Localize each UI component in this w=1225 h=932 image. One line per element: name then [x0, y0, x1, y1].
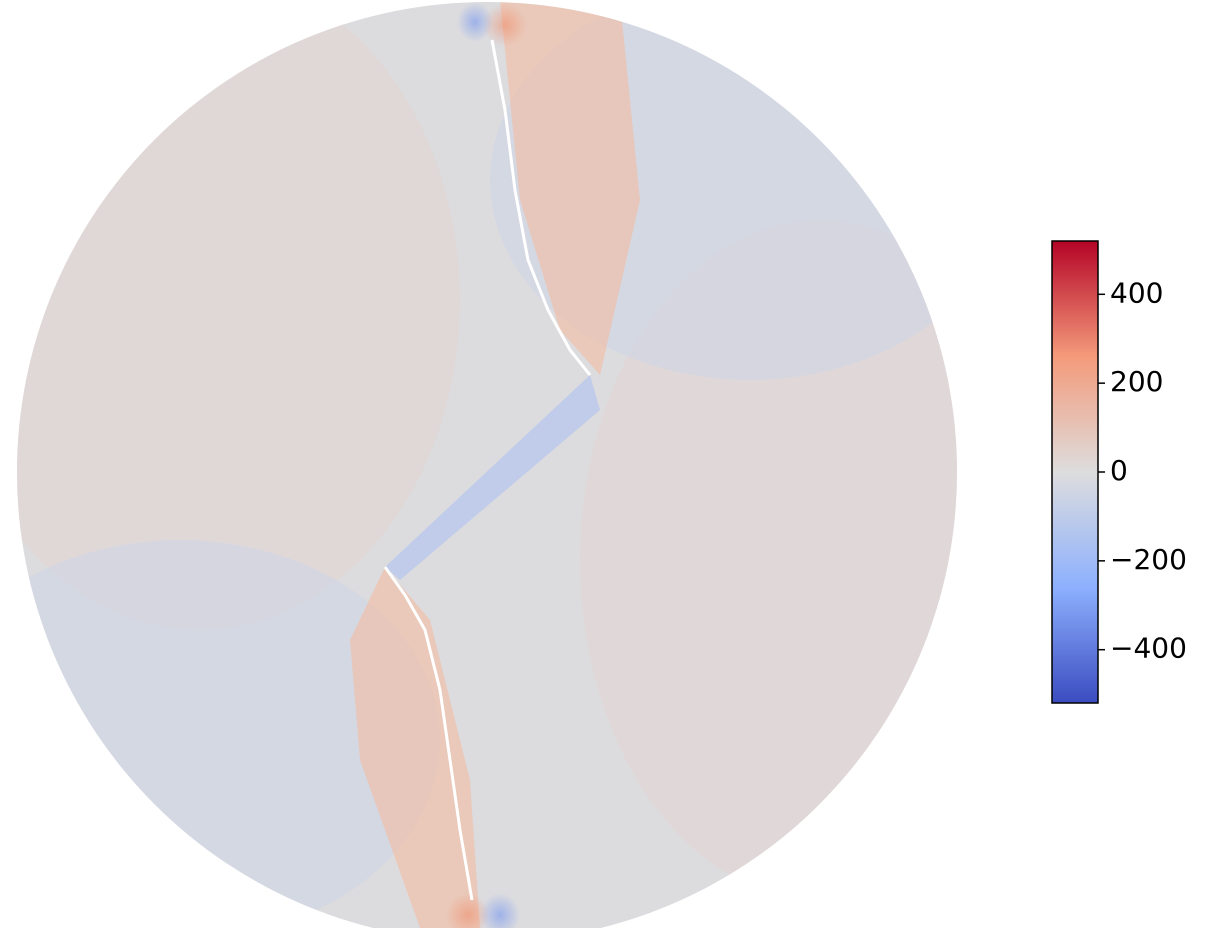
colorbar: [1051, 240, 1099, 704]
colorbar-tick-label: 200: [1110, 365, 1163, 398]
colorbar-tick-label: 0: [1110, 454, 1128, 487]
colorbar-tick-label: −200: [1110, 543, 1187, 576]
field-image: [17, 2, 957, 932]
colorbar-tick-label: −400: [1110, 632, 1187, 665]
colorbar-tick-label: 400: [1110, 276, 1163, 309]
